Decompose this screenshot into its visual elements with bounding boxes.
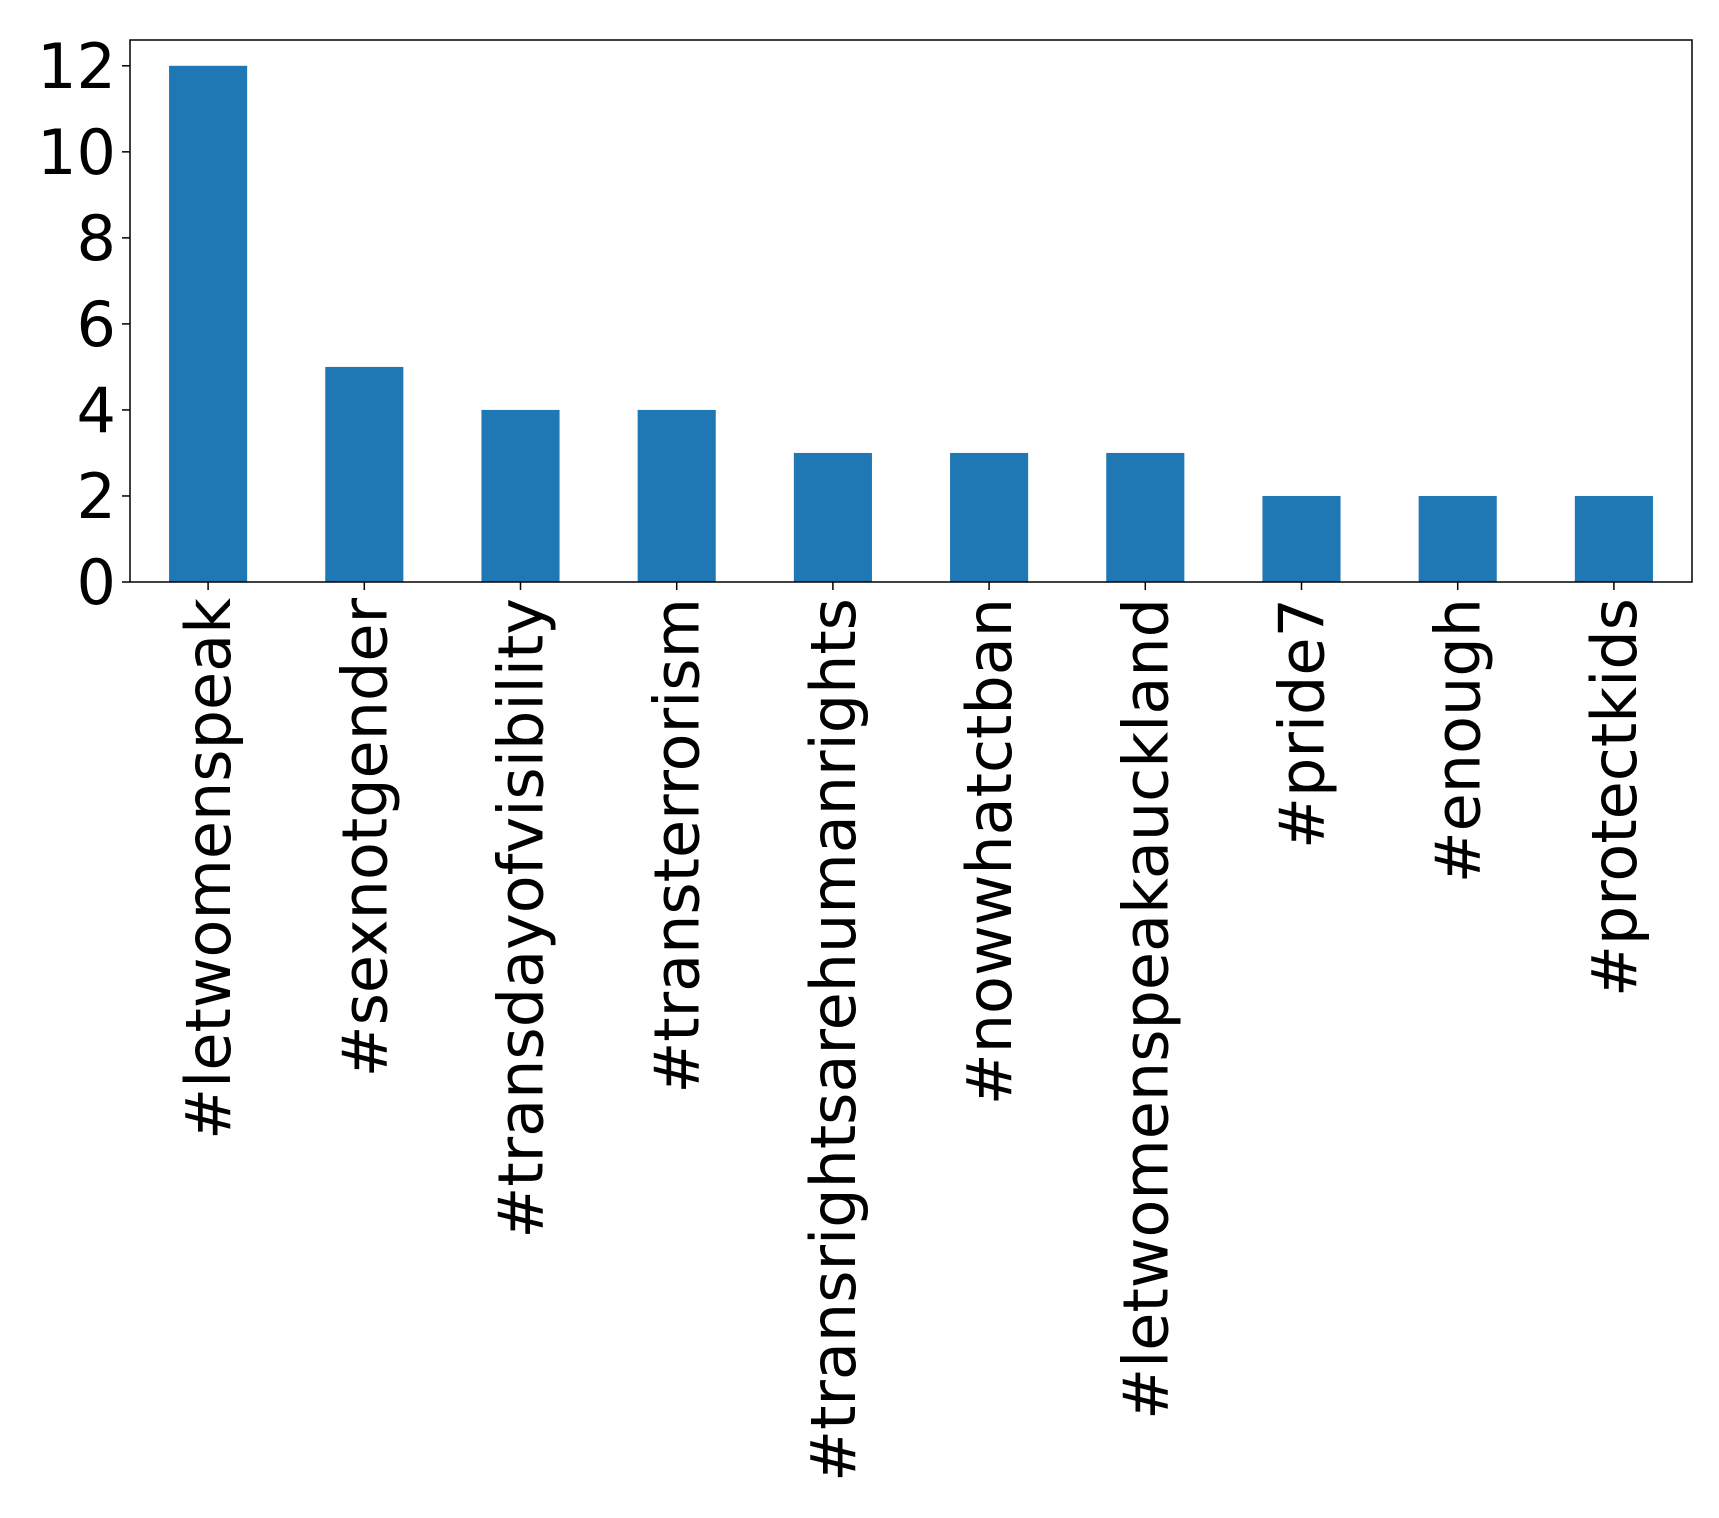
x-tick-label-0: #letwomenspeak	[172, 598, 245, 1140]
bar-3	[637, 409, 716, 582]
bar-2	[481, 409, 560, 582]
x-tick-label-1: #sexnotgender	[328, 597, 401, 1077]
y-tick-label-4: 8	[77, 202, 116, 275]
x-tick-label-4: #transrightsarehumanrights	[797, 598, 870, 1482]
bar-7	[1262, 495, 1341, 582]
y-tick-label-0: 0	[77, 546, 116, 619]
plot-frame	[129, 39, 1693, 583]
x-tick-label-3: #transterrorism	[641, 598, 714, 1094]
x-tick-label-9: #protectkids	[1578, 598, 1651, 997]
y-tick-label-1: 2	[77, 460, 116, 533]
y-axis-ticks: 0 2 4 6 8 10 12	[37, 30, 130, 619]
bar-1	[325, 366, 404, 582]
bar-4	[793, 452, 872, 582]
bars-layer	[169, 65, 1653, 583]
bar-6	[1106, 452, 1185, 582]
y-tick-label-2: 4	[77, 374, 116, 447]
x-tick-label-6: #letwomenspeakauckland	[1109, 598, 1182, 1420]
x-tick-label-2: #transdayofvisibility	[485, 598, 558, 1239]
x-tick-label-5: #nowwhatctban	[953, 598, 1026, 1105]
y-tick-label-5: 10	[37, 116, 116, 189]
y-tick-label-3: 6	[77, 288, 116, 361]
bar-8	[1418, 495, 1497, 582]
x-tick-label-8: #enough	[1422, 598, 1495, 883]
x-tick-label-7: #pride7	[1266, 598, 1339, 849]
y-tick-label-6: 12	[37, 30, 116, 103]
bar-9	[1574, 495, 1653, 582]
bar-0	[169, 65, 248, 583]
x-axis-ticks: #letwomenspeak #sexnotgender #transdayofvi…	[172, 582, 1651, 1482]
bar-5	[950, 452, 1029, 582]
